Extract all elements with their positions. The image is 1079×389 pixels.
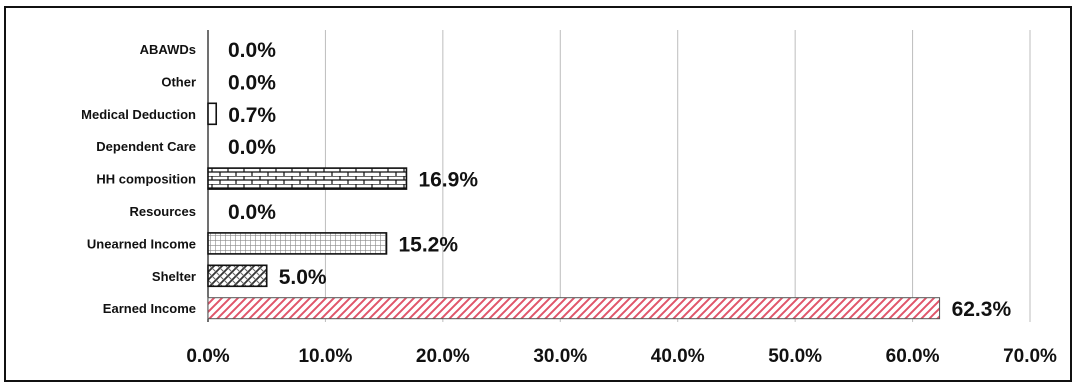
data-label: 62.3% [952,298,1012,321]
category-label: Earned Income [103,301,196,316]
x-tick-label: 20.0% [416,346,470,367]
data-label: 0.0% [228,136,276,159]
bar [207,167,408,190]
chart-frame [4,6,1072,382]
x-tick-label: 60.0% [886,346,940,367]
data-label: 0.0% [228,201,276,224]
data-label: 0.0% [228,39,276,62]
x-tick-label: 70.0% [1003,346,1057,367]
data-label: 0.7% [228,104,276,127]
category-label: Other [161,74,196,89]
x-tick-label: 10.0% [298,346,352,367]
bar [207,297,941,320]
bar [207,232,388,255]
x-tick-label: 0.0% [186,346,229,367]
data-label: 16.9% [418,169,478,192]
x-tick-label: 30.0% [533,346,587,367]
category-label: HH composition [96,172,196,187]
bar [207,264,268,288]
category-label: Medical Deduction [81,107,196,122]
data-label: 0.0% [228,71,276,94]
x-tick-label: 50.0% [768,346,822,367]
category-label: Shelter [152,269,196,284]
category-label: ABAWDs [140,42,196,57]
category-label: Resources [130,204,196,219]
data-label: 15.2% [398,233,458,256]
category-label: Dependent Care [96,139,196,154]
bar [207,102,218,126]
category-label: Unearned Income [87,236,196,251]
x-tick-label: 40.0% [651,346,705,367]
data-label: 5.0% [279,266,327,289]
